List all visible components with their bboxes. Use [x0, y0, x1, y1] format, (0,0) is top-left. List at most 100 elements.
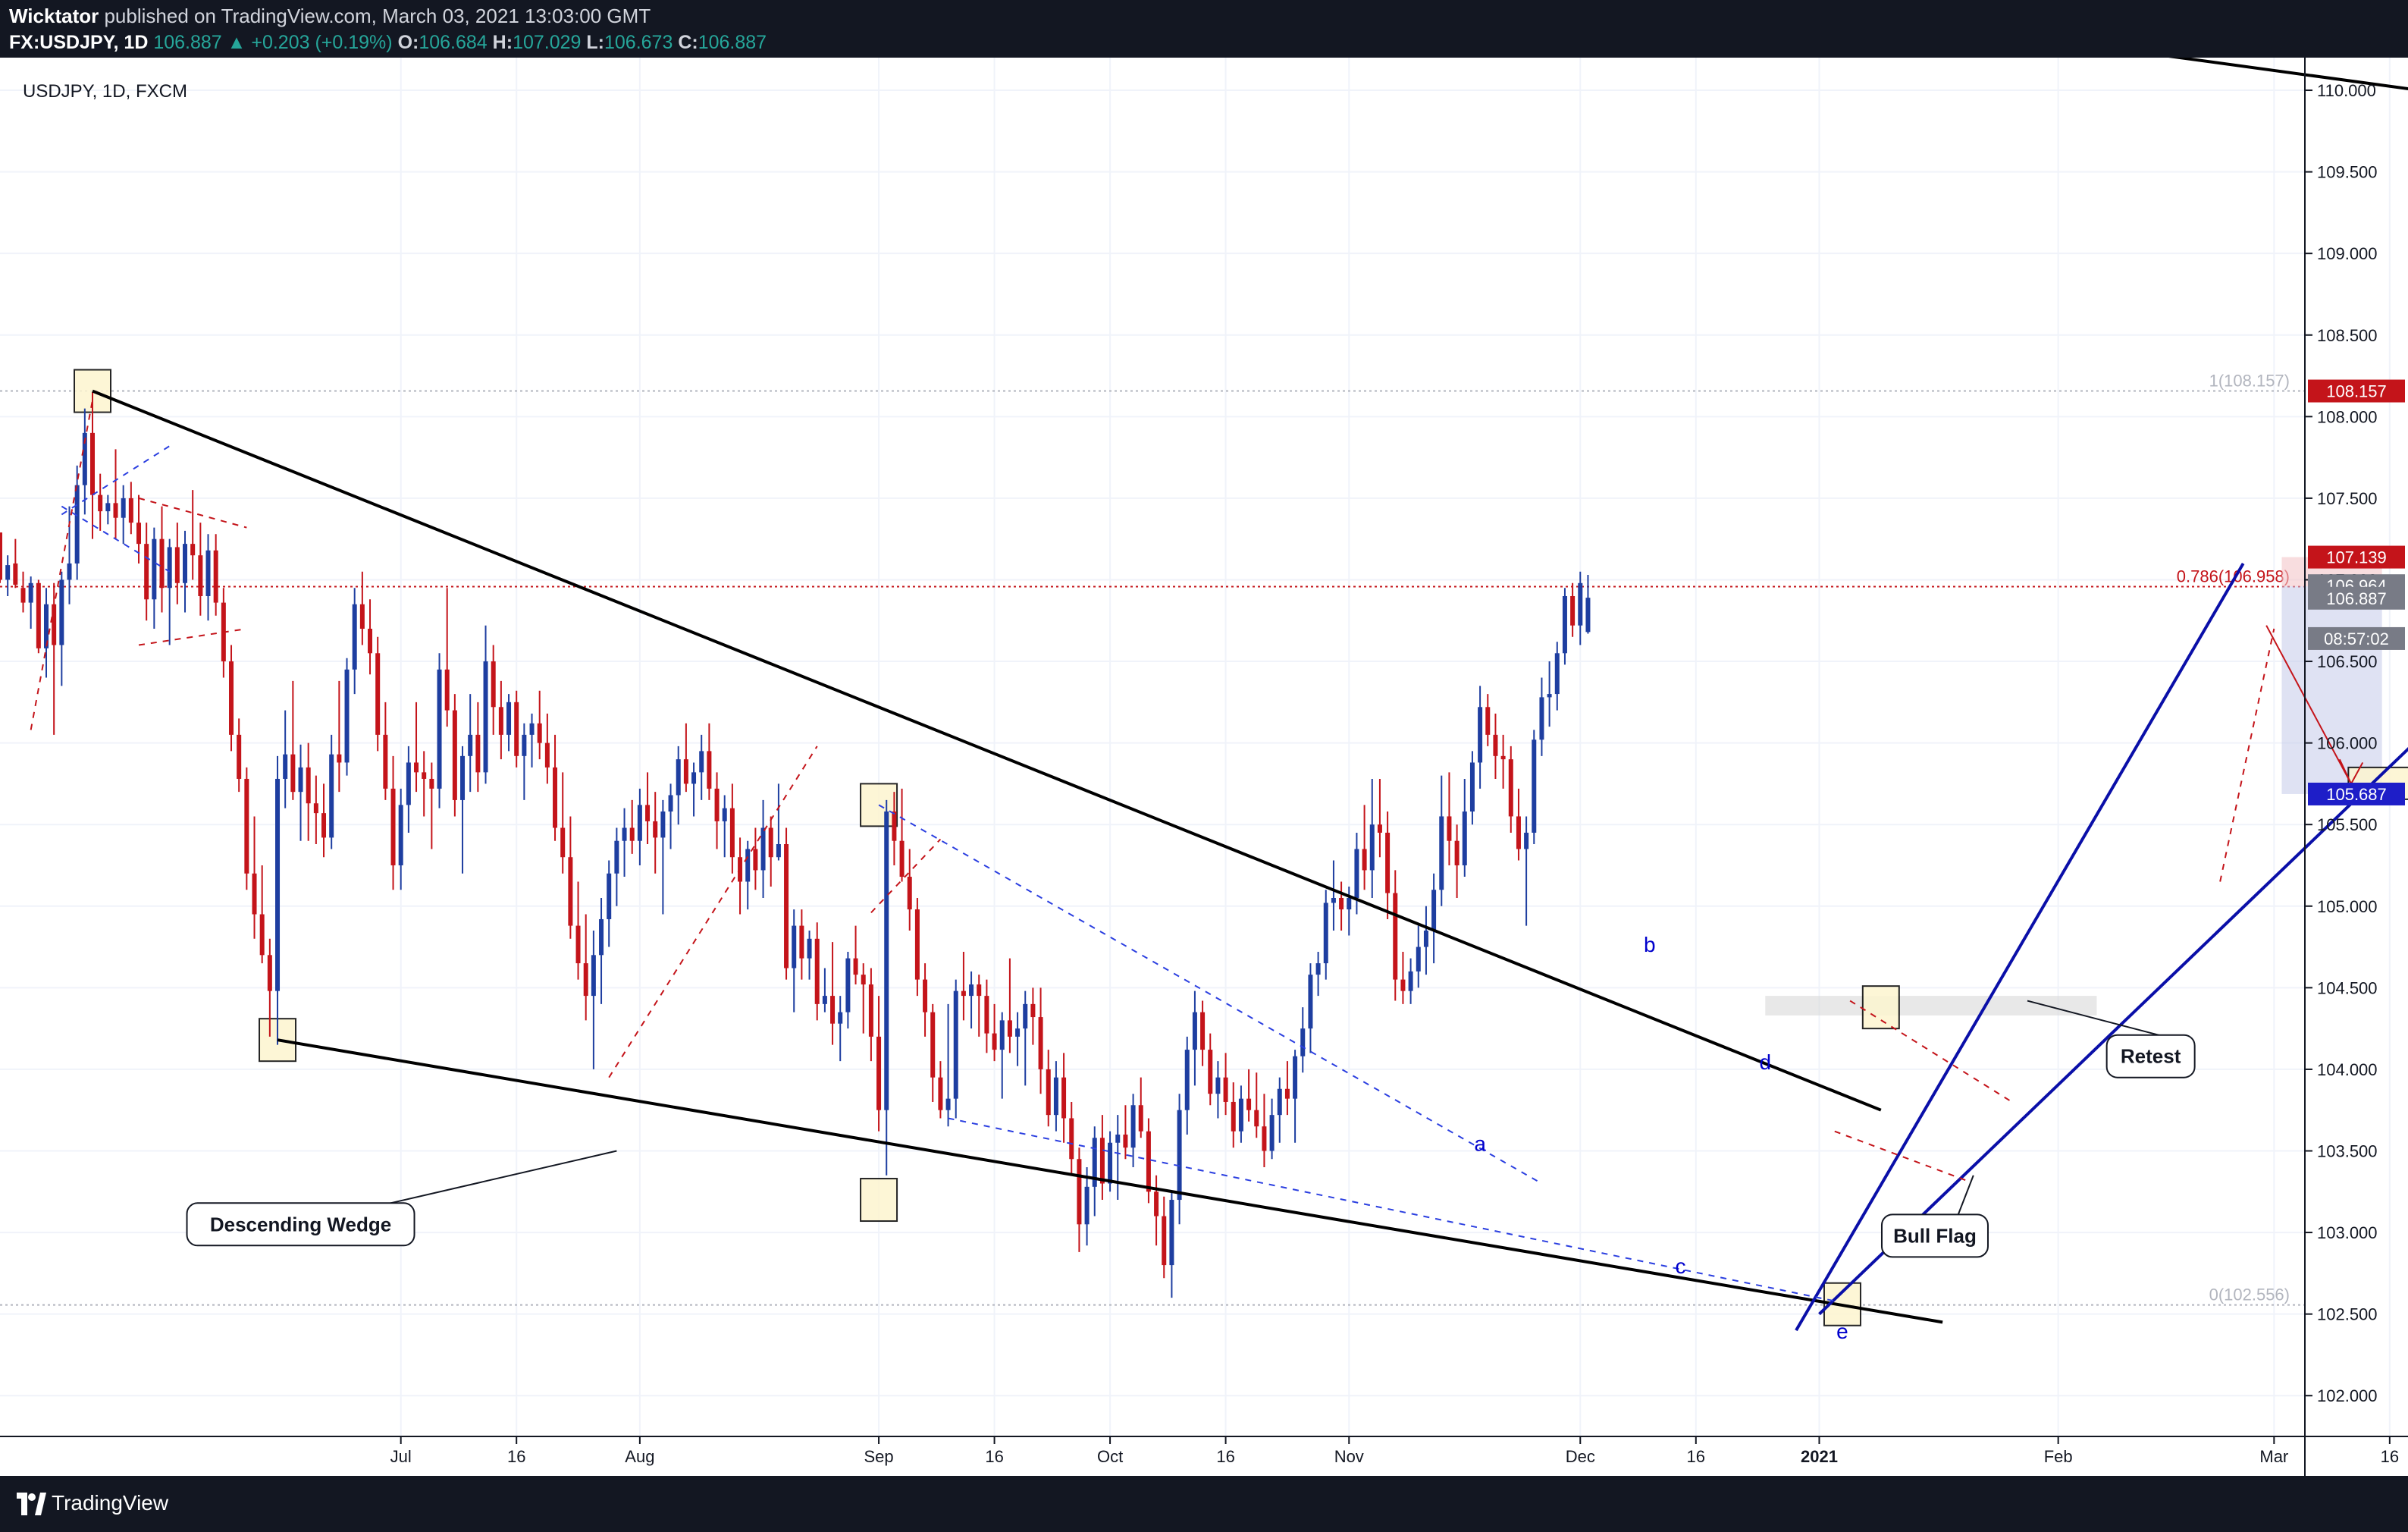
candle-up	[1532, 739, 1537, 833]
candle-down	[422, 772, 427, 779]
tradingview-logo-icon[interactable]	[15, 1491, 47, 1517]
candle-down	[768, 827, 773, 858]
time-axis-tick: 16	[985, 1447, 1003, 1466]
candle-down	[213, 550, 218, 603]
candle-up	[691, 772, 697, 784]
pivot-zone-box[interactable]	[860, 783, 898, 827]
wedge-lower-line[interactable]	[277, 1038, 1943, 1324]
candle-up	[44, 604, 49, 648]
candle-up	[1084, 1186, 1090, 1225]
price-axis-tick: 105.500	[2317, 815, 2378, 834]
candle-up	[1238, 1098, 1243, 1132]
close-label: C:	[678, 32, 698, 53]
wedge-upper-line[interactable]	[92, 389, 1882, 1112]
price-axis-label	[2308, 626, 2405, 650]
candle-down	[13, 563, 18, 585]
candle-up	[298, 767, 303, 793]
channel-upper-line[interactable]	[1795, 562, 2245, 1332]
time-axis-tick: Jul	[390, 1447, 412, 1466]
fib-level-label: 0(102.556)	[2209, 1286, 2290, 1304]
candle-up	[1115, 1134, 1121, 1143]
candle-up	[1023, 1003, 1028, 1029]
candle-down	[544, 742, 550, 768]
candle-down	[930, 1012, 936, 1078]
price-axis-tick: 106.500	[2317, 652, 2378, 671]
pivot-zone-box[interactable]	[860, 1178, 898, 1223]
candle-up	[1269, 1115, 1275, 1151]
candle-down	[313, 803, 318, 814]
candle-down	[290, 754, 296, 793]
candle-down	[1077, 1159, 1082, 1225]
publish-info: Wicktator published on TradingView.com, …	[9, 5, 651, 28]
open-value: 106.684	[419, 32, 488, 53]
candle-up	[1323, 903, 1328, 964]
candle-up	[483, 661, 488, 773]
candle-down	[984, 996, 989, 1034]
tradingview-brand[interactable]: TradingView	[52, 1491, 169, 1515]
candle-up	[1293, 1056, 1298, 1099]
candle-up	[1015, 1028, 1021, 1037]
candle-down	[136, 523, 142, 545]
take-profit-zone[interactable]	[2281, 586, 2382, 794]
candle-down	[1570, 595, 1576, 626]
candle-down	[144, 544, 149, 600]
price-axis-tick: 110.000	[2317, 81, 2376, 100]
symbol-line[interactable]: FX:USDJPY, 1D	[9, 32, 149, 53]
candle-up	[1308, 975, 1313, 1029]
wave-label: d	[1760, 1050, 1772, 1074]
candle-down	[1030, 1003, 1036, 1018]
price-axis-tick: 109.500	[2317, 163, 2378, 182]
candle-down	[1485, 707, 1491, 735]
candle-up	[1053, 1077, 1058, 1116]
high-label: H:	[492, 32, 513, 53]
price-axis-label	[2308, 586, 2405, 610]
price-chart[interactable]: 1(108.157)0.786(106.958)0(102.556) abcde…	[0, 48, 2408, 1476]
candle-down	[830, 996, 836, 1024]
candle-up	[884, 811, 889, 1110]
candle-up	[745, 849, 751, 882]
projection-arrow[interactable]	[2265, 625, 2352, 784]
callout-box[interactable]	[2105, 1034, 2196, 1078]
candle-up	[1562, 595, 1567, 654]
candle-down	[853, 958, 858, 975]
candle-down	[799, 925, 804, 959]
candle-up	[776, 844, 781, 858]
wave-label: b	[1644, 933, 1656, 956]
candle-up	[969, 984, 974, 997]
price-axis-tick: 104.500	[2317, 978, 2378, 997]
candle-up	[668, 795, 673, 812]
candle-down	[914, 909, 920, 980]
candle-down	[683, 759, 688, 784]
candle-up	[676, 759, 681, 796]
candle-up	[1092, 1138, 1097, 1187]
candle-up	[1347, 898, 1352, 910]
close-value: 106.887	[698, 32, 767, 53]
candle-down	[36, 582, 41, 648]
candle-up	[1416, 947, 1421, 972]
callout-box[interactable]	[186, 1202, 415, 1247]
candle-down	[583, 963, 588, 997]
pivot-zone-box[interactable]	[1861, 985, 1900, 1030]
channel-lower-line[interactable]	[1818, 648, 2408, 1316]
price-axis-tick: 108.500	[2317, 326, 2378, 345]
candle-up	[1130, 1105, 1136, 1148]
callout-box[interactable]	[1880, 1213, 1989, 1258]
candle-down	[707, 751, 712, 789]
wave-label: c	[1675, 1254, 1685, 1278]
candle-down	[961, 990, 966, 997]
wave-label: a	[1474, 1132, 1486, 1155]
candle-down	[491, 661, 496, 708]
long-term-trend-line[interactable]	[2119, 48, 2408, 126]
candle-up	[152, 538, 157, 600]
candle-down	[629, 827, 635, 841]
candle-down	[368, 629, 373, 654]
candle-up	[352, 604, 357, 670]
candle-up	[105, 503, 111, 512]
candle-down	[359, 604, 365, 629]
candle-up	[614, 840, 619, 874]
candle-up	[1423, 931, 1428, 947]
candle-up	[344, 669, 350, 763]
candle-up	[1547, 694, 1552, 698]
author-name[interactable]: Wicktator	[9, 5, 99, 27]
